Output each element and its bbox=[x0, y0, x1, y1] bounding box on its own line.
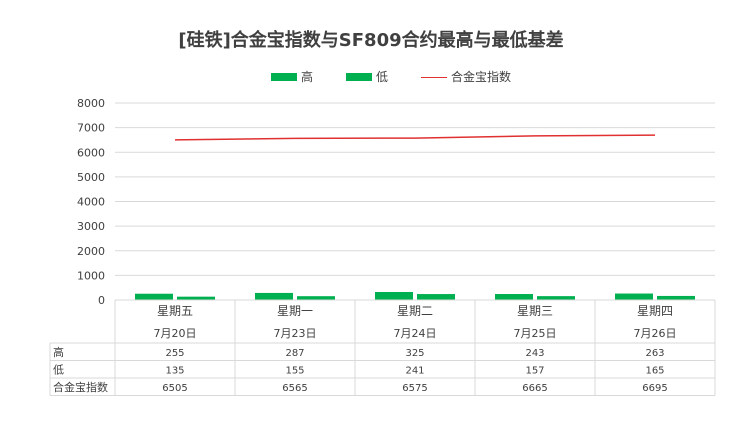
bar-high bbox=[375, 291, 413, 300]
x-tick-label-date: 7月25日 bbox=[514, 327, 557, 340]
y-tick-label: 5000 bbox=[77, 171, 105, 184]
legend-label-low: 低 bbox=[376, 70, 389, 84]
y-tick-label: 7000 bbox=[77, 122, 105, 135]
data-table-value: 157 bbox=[525, 366, 544, 377]
chart-title: [硅铁]合金宝指数与SF809合约最高与最低基差 bbox=[178, 30, 564, 51]
x-tick-label-day: 星期四 bbox=[637, 304, 673, 318]
y-tick-label: 1000 bbox=[77, 269, 105, 282]
bar-low bbox=[177, 296, 215, 300]
data-table-value: 165 bbox=[645, 366, 664, 377]
data-table-value: 6695 bbox=[642, 383, 667, 394]
legend: 高 低 合金宝指数 bbox=[0, 68, 742, 86]
data-table-value: 6565 bbox=[282, 383, 307, 394]
x-tick-label-day: 星期五 bbox=[157, 304, 193, 318]
x-tick-label-day: 星期一 bbox=[277, 304, 313, 318]
y-tick-label: 2000 bbox=[77, 245, 105, 258]
data-table-value: 6665 bbox=[522, 383, 547, 394]
table-series-label: 低 bbox=[53, 364, 64, 377]
index-line bbox=[174, 134, 656, 141]
x-tick-label-date: 7月24日 bbox=[394, 327, 437, 340]
y-tick-label: 8000 bbox=[77, 97, 105, 110]
legend-swatch-low bbox=[346, 73, 372, 81]
y-tick-label: 4000 bbox=[77, 196, 105, 209]
data-table-value: 241 bbox=[405, 366, 424, 377]
legend-label-high: 高 bbox=[301, 70, 314, 84]
bar-low bbox=[297, 296, 335, 300]
bar-high bbox=[135, 293, 173, 300]
data-table-value: 6575 bbox=[402, 383, 427, 394]
bar-low bbox=[537, 296, 575, 300]
legend-swatch-high bbox=[271, 73, 297, 81]
data-table-value: 325 bbox=[405, 348, 424, 359]
table-series-label: 高 bbox=[53, 345, 64, 359]
bar-high bbox=[255, 292, 293, 300]
x-tick-label-date: 7月20日 bbox=[154, 327, 197, 340]
x-tick-label-date: 7月26日 bbox=[634, 327, 677, 340]
y-tick-label: 0 bbox=[98, 294, 105, 307]
y-tick-label: 3000 bbox=[77, 220, 105, 233]
bar-high bbox=[495, 294, 533, 300]
legend-label-index: 合金宝指数 bbox=[451, 70, 512, 84]
bar-low bbox=[657, 295, 695, 300]
x-tick-label-day: 星期三 bbox=[517, 304, 553, 318]
data-table-value: 6505 bbox=[162, 383, 187, 394]
legend-line-index bbox=[421, 77, 447, 78]
bar-low bbox=[417, 294, 455, 300]
table-series-label: 合金宝指数 bbox=[53, 380, 108, 394]
bar-high bbox=[615, 293, 653, 300]
data-table-value: 243 bbox=[525, 348, 544, 359]
data-table-value: 155 bbox=[285, 366, 304, 377]
data-table-value: 135 bbox=[165, 366, 184, 377]
data-table-value: 287 bbox=[285, 348, 304, 359]
x-tick-label-day: 星期二 bbox=[397, 304, 433, 318]
data-table-value: 263 bbox=[645, 348, 664, 359]
y-tick-label: 6000 bbox=[77, 146, 105, 159]
x-tick-label-date: 7月23日 bbox=[274, 327, 317, 340]
data-table-value: 255 bbox=[165, 348, 184, 359]
